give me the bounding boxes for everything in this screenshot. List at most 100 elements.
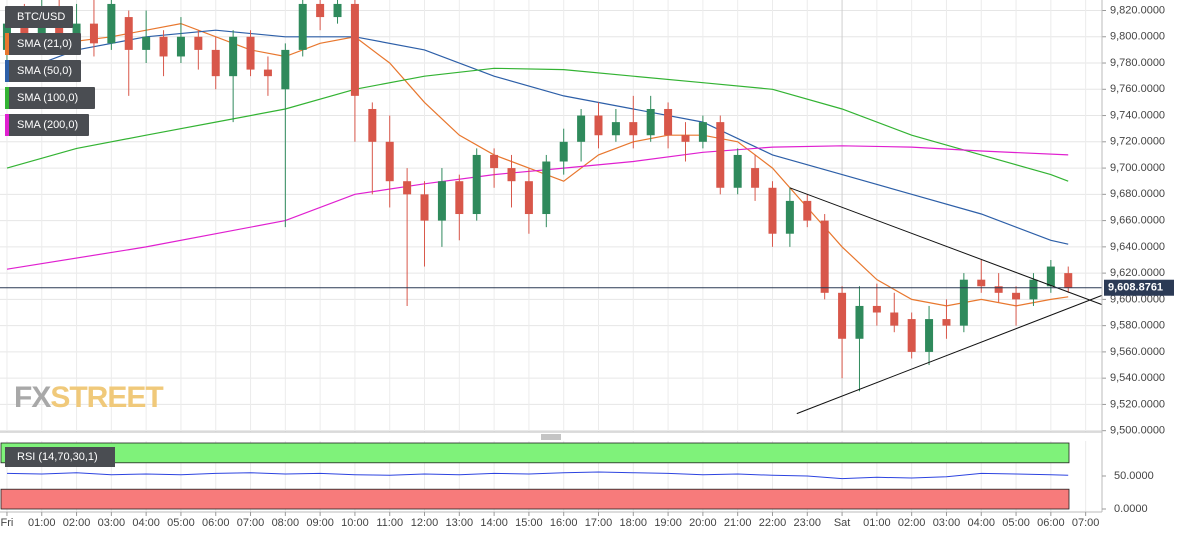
y-tick-label: 9,620.0000 [1110, 267, 1165, 279]
legend-item: SMA (21,0) [5, 33, 81, 55]
candle-body [124, 17, 133, 50]
candle-body [20, 23, 29, 37]
rsi-overbought-zone [0, 442, 1070, 464]
legend-item: SMA (100,0) [5, 87, 95, 109]
candle-body [716, 122, 725, 188]
logo-right: STREET [50, 381, 163, 414]
candle-body [994, 286, 1003, 293]
candle-body [472, 154, 481, 215]
candle-body [490, 154, 499, 169]
candle-body [542, 161, 551, 215]
candle-body [368, 108, 377, 142]
rsi-oversold-zone [0, 488, 1070, 510]
y-tick-label: 9,500.0000 [1110, 425, 1165, 437]
candle-body [1029, 279, 1038, 300]
candle-body [594, 115, 603, 136]
candle-body [820, 220, 829, 293]
candle-body [281, 49, 290, 90]
candle-body [385, 141, 394, 182]
candle-body [524, 181, 533, 215]
candle-body [159, 36, 168, 57]
x-tick-label: 02:00 [898, 517, 926, 529]
candle-body [107, 3, 116, 44]
legend-label: SMA (21,0) [17, 38, 72, 50]
y-tick-label: 9,640.0000 [1110, 241, 1165, 253]
x-tick-label: 06:00 [202, 517, 230, 529]
candle-body [629, 122, 638, 136]
candle-body [768, 187, 777, 234]
panel-handle[interactable] [541, 434, 561, 440]
rsi-y-tick-label: 0.0000 [1114, 503, 1148, 515]
candle-body [890, 312, 899, 326]
candle-body [907, 319, 916, 352]
legend-item: SMA (200,0) [5, 114, 89, 136]
candle-body [229, 36, 238, 77]
candle-body [176, 36, 185, 57]
legend-box [5, 6, 73, 28]
legend-box [5, 33, 81, 55]
x-axis: Fri 01:00 02:00 03:00 04:00 05:00 06:00 07:00 08… [1, 512, 1100, 529]
x-tick-label: 01:00 [28, 517, 56, 529]
x-tick-label: 14:00 [480, 517, 508, 529]
x-tick-label: 04:00 [132, 517, 160, 529]
x-tick-label: 20:00 [689, 517, 717, 529]
y-tick-label: 9,780.0000 [1110, 57, 1165, 69]
candle-body [977, 279, 986, 287]
candle-body [925, 319, 934, 352]
x-tick-label: 04:00 [967, 517, 995, 529]
rsi-y-tick-label: 50.0000 [1114, 470, 1154, 482]
overlay: 9,608.8761 [0, 187, 1174, 415]
legend-label: SMA (100,0) [17, 92, 78, 104]
candle-body [420, 194, 429, 221]
legend-item: BTC/USD [5, 6, 73, 28]
sma-line [6, 29, 1069, 245]
trendline [789, 187, 1103, 306]
legend-swatch [5, 87, 9, 109]
sma-line [6, 145, 1069, 270]
legend-swatch [5, 114, 9, 136]
candle-body [403, 181, 412, 195]
x-tick-label: 05:00 [1002, 517, 1030, 529]
y-tick-label: 9,540.0000 [1110, 372, 1165, 384]
x-tick-label: 09:00 [306, 517, 334, 529]
x-tick-label: 17:00 [585, 517, 613, 529]
candle-body [698, 122, 707, 142]
y-tick-label: 9,720.0000 [1110, 136, 1165, 148]
y-tick-label: 9,660.0000 [1110, 215, 1165, 227]
x-tick-label: 11:00 [376, 517, 403, 529]
candle-body [838, 292, 847, 339]
legend-swatch [5, 60, 9, 82]
legend: BTC/USD SMA (21,0) SMA (50,0) SMA (100,0) SM… [5, 6, 95, 136]
x-tick-label: 02:00 [63, 517, 91, 529]
x-tick-label: 08:00 [272, 517, 300, 529]
y-tick-label: 9,820.0000 [1110, 4, 1165, 16]
y-tick-label: 9,520.0000 [1110, 398, 1165, 410]
rsi-panel: 0.0000 50.0000 RSI (14,70,30,1) [0, 442, 1154, 515]
legend-box [5, 60, 81, 82]
x-tick-label: 07:00 [1072, 517, 1100, 529]
y-tick-label: 9,760.0000 [1110, 83, 1165, 95]
candle-body [959, 279, 968, 326]
candle-body [350, 3, 359, 96]
candle-body [681, 135, 690, 142]
rsi-label-box [5, 447, 115, 467]
x-tick-label: Fri [1, 517, 14, 529]
trendline [796, 294, 1103, 415]
x-tick-label: 06:00 [1037, 517, 1065, 529]
candle-body [803, 200, 812, 221]
candle-body [316, 3, 325, 18]
candle-body [942, 319, 951, 326]
x-tick-label: 01:00 [863, 517, 891, 529]
candle-body [211, 49, 220, 77]
y-tick-label: 9,600.0000 [1110, 293, 1165, 305]
last-price-box [1104, 279, 1174, 296]
x-tick-label: 19:00 [654, 517, 682, 529]
candle-body [142, 36, 151, 50]
legend-box [5, 114, 89, 136]
candle-body [72, 23, 81, 37]
x-tick-label: Sat [834, 517, 851, 529]
x-tick-label: 07:00 [237, 517, 265, 529]
x-tick-label: 22:00 [759, 517, 787, 529]
y-tick-label: 9,800.0000 [1110, 31, 1165, 43]
